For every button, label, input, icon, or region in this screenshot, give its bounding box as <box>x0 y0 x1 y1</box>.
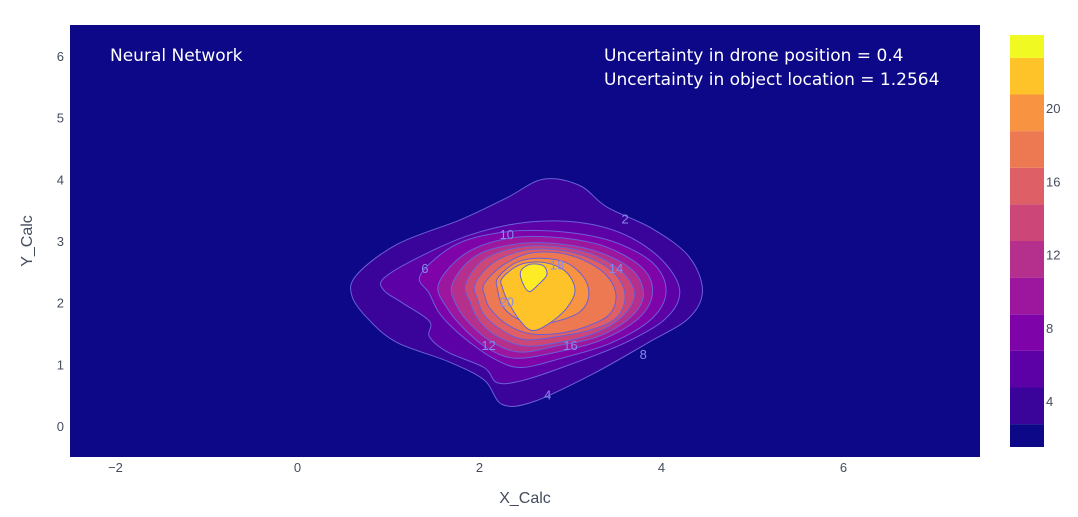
y-tick-label: 6 <box>57 49 64 64</box>
contour-level-22 <box>519 263 548 293</box>
colorbar-band-0 <box>1010 424 1044 447</box>
colorbar-band-8 <box>1010 131 1044 168</box>
x-axis-title: X_Calc <box>499 490 551 507</box>
y-tick-label: 4 <box>57 172 64 187</box>
contour-label-14: 14 <box>609 261 623 276</box>
contour-label-6: 6 <box>421 261 428 276</box>
contour-labels: 2 10 6 18 14 20 12 16 8 4 <box>421 211 647 402</box>
colorbar-band-11 <box>1010 35 1044 58</box>
x-tick-label: 4 <box>658 460 665 475</box>
contour-label-2: 2 <box>621 211 628 226</box>
colorbar-ticks: 4 8 12 16 20 <box>1046 101 1060 409</box>
annotation-object-uncertainty: Uncertainty in object location = 1.2564 <box>604 70 939 90</box>
contour-fills <box>350 178 704 407</box>
y-tick-label: 2 <box>57 296 64 311</box>
y-tick-label: 1 <box>57 357 64 372</box>
x-tick-label: 6 <box>840 460 847 475</box>
colorbar-band-9 <box>1010 94 1044 132</box>
colorbar-band-5 <box>1010 241 1044 278</box>
x-tick-label: 2 <box>476 460 483 475</box>
contour-label-20: 20 <box>500 295 514 310</box>
colorbar-band-6 <box>1010 204 1044 241</box>
contour-label-8: 8 <box>640 347 647 362</box>
contour-label-12: 12 <box>481 338 495 353</box>
colorbar-tick-label: 16 <box>1046 174 1060 189</box>
colorbar <box>1010 35 1044 447</box>
x-tick-label: 0 <box>294 460 301 475</box>
colorbar-band-1 <box>1010 387 1044 425</box>
y-tick-label: 5 <box>57 111 64 126</box>
contour-level-20 <box>500 261 576 332</box>
colorbar-tick-label: 4 <box>1046 394 1053 409</box>
annotation-drone-uncertainty: Uncertainty in drone position = 0.4 <box>604 46 904 66</box>
colorbar-band-7 <box>1010 167 1044 205</box>
y-axis-ticks: 0 1 2 3 4 5 6 <box>57 49 64 434</box>
colorbar-band-2 <box>1010 350 1044 388</box>
x-tick-label: −2 <box>108 460 123 475</box>
contour-label-4: 4 <box>544 387 551 402</box>
colorbar-band-10 <box>1010 57 1044 95</box>
contour-label-16: 16 <box>563 338 577 353</box>
y-axis-title: Y_Calc <box>19 215 36 267</box>
y-tick-label: 3 <box>57 234 64 249</box>
x-axis-ticks: −2 0 2 4 6 <box>108 460 847 475</box>
colorbar-tick-label: 12 <box>1046 248 1060 263</box>
contour-label-18: 18 <box>550 258 564 273</box>
contour-label-10: 10 <box>500 227 514 242</box>
colorbar-band-3 <box>1010 314 1044 351</box>
annotation-method: Neural Network <box>110 46 243 66</box>
y-tick-label: 0 <box>57 419 64 434</box>
colorbar-tick-label: 8 <box>1046 321 1053 336</box>
colorbar-tick-label: 20 <box>1046 101 1060 116</box>
colorbar-band-4 <box>1010 277 1044 315</box>
